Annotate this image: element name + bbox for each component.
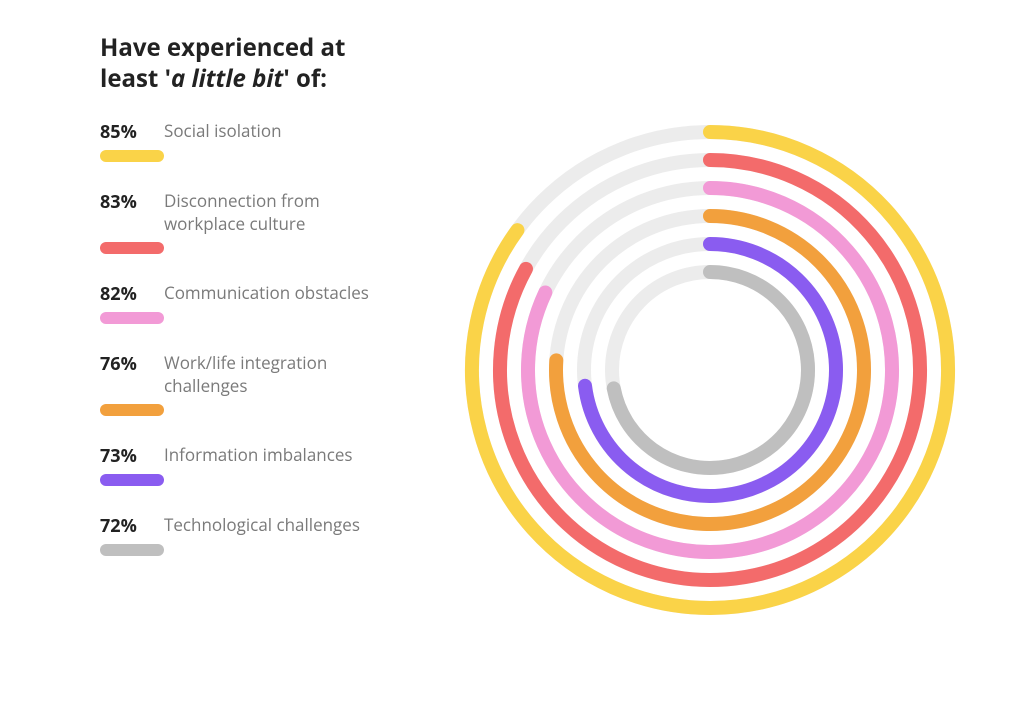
legend-item: 76%Work/life integration challenges [100,352,400,416]
legend-swatch [100,544,164,556]
legend-label: Technological challenges [164,514,360,537]
legend-item: 83%Disconnection from workplace culture [100,190,400,254]
legend-item-head: 76%Work/life integration challenges [100,352,400,398]
legend-percent: 82% [100,282,164,306]
legend-label: Social isolation [164,120,282,143]
title-line2-em: a little bit [171,62,283,95]
title-line2-pre: least ' [100,62,171,95]
legend-label: Work/life integration challenges [164,352,374,398]
legend-item: 82%Communication obstacles [100,282,400,324]
legend-percent: 83% [100,190,164,214]
legend-percent: 72% [100,514,164,538]
legend-swatch [100,150,164,162]
legend-percent: 73% [100,444,164,468]
legend-label: Communication obstacles [164,282,369,305]
legend-item-head: 85%Social isolation [100,120,400,144]
legend-item: 72%Technological challenges [100,514,400,556]
radial-chart [440,100,980,640]
legend-item: 85%Social isolation [100,120,400,162]
infographic-container: Have experienced at least 'a little bit'… [0,0,1022,708]
legend-swatch [100,474,164,486]
legend-percent: 76% [100,352,164,376]
title-line2-post: ' of: [283,62,327,95]
legend-swatch [100,242,164,254]
legend-swatch [100,404,164,416]
legend-swatch [100,312,164,324]
legend-item: 73%Information imbalances [100,444,400,486]
legend-item-head: 83%Disconnection from workplace culture [100,190,400,236]
legend-item-head: 82%Communication obstacles [100,282,400,306]
legend-item-head: 72%Technological challenges [100,514,400,538]
radial-svg [440,100,980,640]
legend-label: Information imbalances [164,444,353,467]
legend: 85%Social isolation 83%Disconnection from… [100,120,400,584]
title-line1: Have experienced at [100,31,345,64]
legend-item-head: 73%Information imbalances [100,444,400,468]
legend-label: Disconnection from workplace culture [164,190,374,236]
chart-title: Have experienced at least 'a little bit'… [100,32,420,94]
legend-percent: 85% [100,120,164,144]
